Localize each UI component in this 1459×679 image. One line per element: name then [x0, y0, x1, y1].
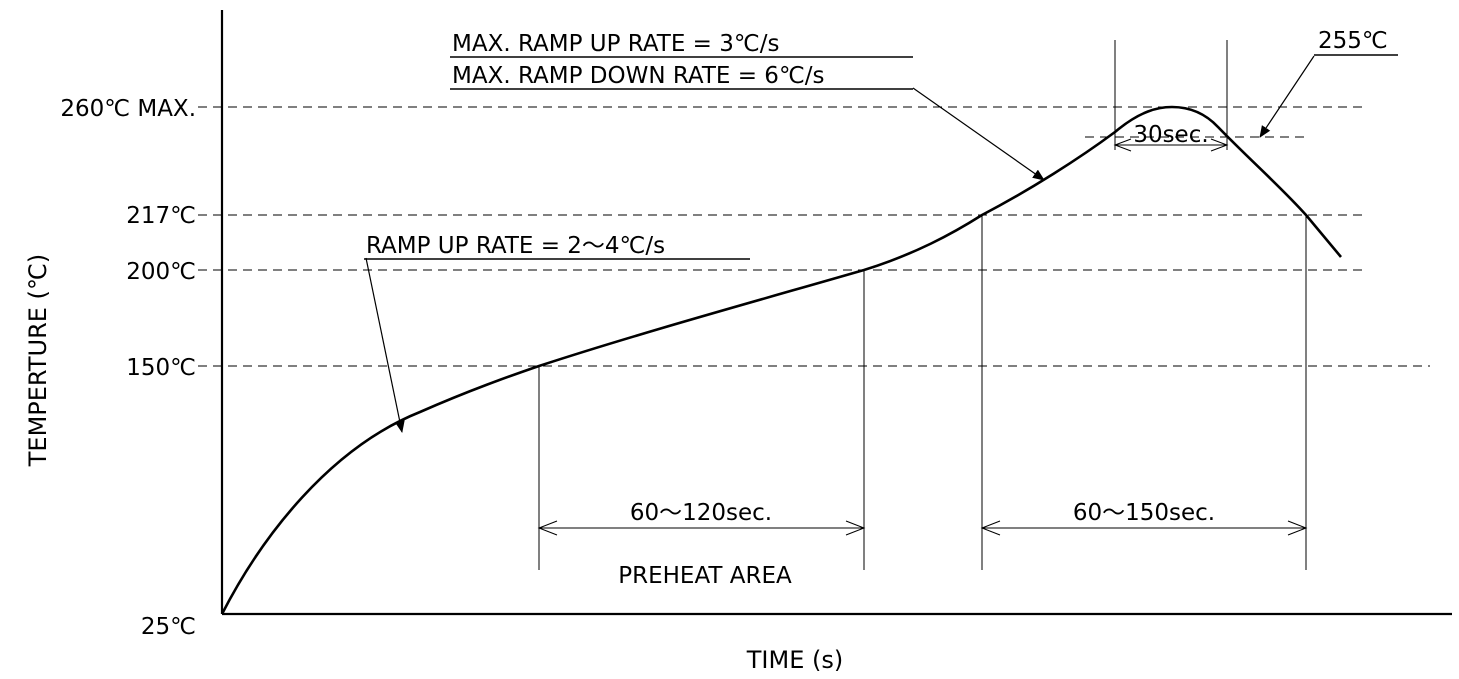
y-tick-label-217: 217℃: [126, 203, 196, 229]
ramp-up-rate-label: RAMP UP RATE = 2～4℃/s: [366, 233, 665, 259]
y-axis-title: TEMPERTURE (℃): [24, 254, 52, 467]
ramp-up-leader: [365, 257, 405, 433]
max-ramp-down-label: MAX. RAMP DOWN RATE = 6℃/s: [452, 63, 825, 89]
time-above-217-label: 60～150sec.: [1073, 500, 1215, 526]
peak-255-leader: [1259, 55, 1315, 138]
y-tick-label-260: 260℃ MAX.: [60, 96, 196, 122]
time-above-255-label: 30sec.: [1133, 122, 1208, 148]
peak-255-label: 255℃: [1318, 28, 1388, 54]
x-axis-title: TIME (s): [746, 646, 843, 674]
reflow-profile-curve: [220, 105, 1342, 615]
preheat-dimension: [537, 520, 866, 536]
preheat-area-label: PREHEAT AREA: [618, 563, 792, 589]
y-tick-label-200: 200℃: [126, 259, 196, 285]
max-ramp-leader: [912, 87, 1045, 181]
preheat-time-label: 60～120sec.: [630, 500, 772, 526]
y-tick-label-25: 25℃: [141, 614, 196, 640]
peak-dimension: [1113, 138, 1229, 152]
liquidus-dimension: [980, 520, 1308, 536]
max-ramp-up-label: MAX. RAMP UP RATE = 3℃/s: [452, 31, 779, 57]
y-tick-label-150: 150℃: [126, 355, 196, 381]
